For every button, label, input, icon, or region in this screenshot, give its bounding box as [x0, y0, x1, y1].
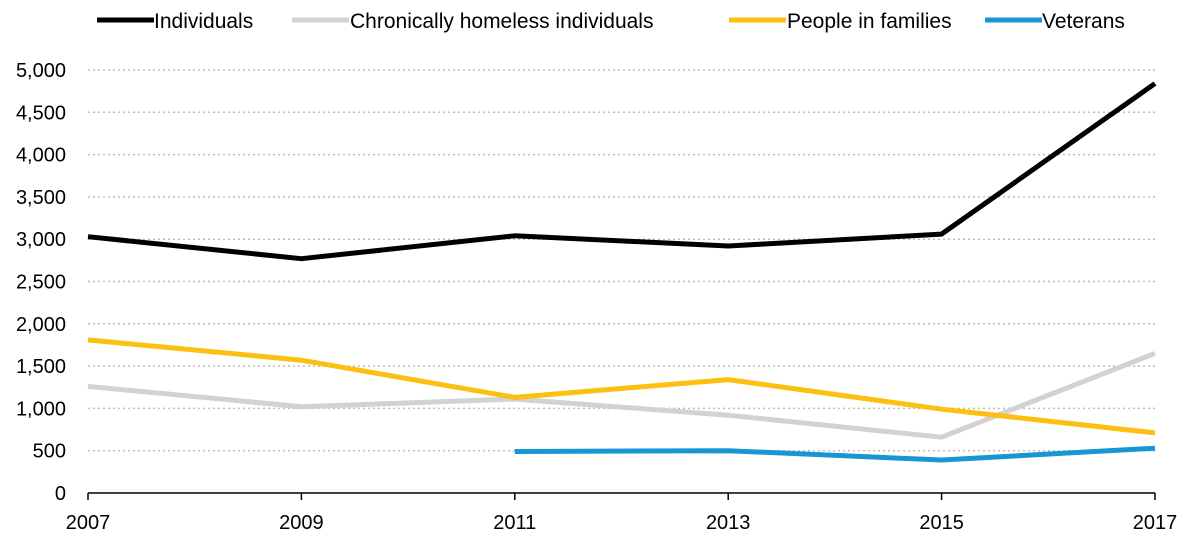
y-tick-label: 2,500	[16, 272, 66, 294]
y-tick-label: 3,500	[16, 187, 66, 209]
y-tick-label: 0	[55, 483, 66, 505]
legend-label: Chronically homeless individuals	[350, 10, 653, 33]
legend-label: Individuals	[154, 10, 253, 33]
y-tick-label: 4,500	[16, 102, 66, 124]
series-line-individuals	[87, 81, 1157, 262]
x-axis: 2007 2009 2011 2013 2015 2017	[66, 492, 1178, 534]
series-line-chronically-homeless-individuals	[87, 351, 1156, 440]
legend-item-people-in-families: People in families	[729, 10, 952, 33]
x-tick-label: 2009	[279, 512, 324, 534]
chart-grid	[88, 69, 1155, 452]
y-axis: 0 500 1,000 1,500 2,000 2,500 3,000 3,500 4,000 4…	[16, 60, 66, 505]
y-tick-label: 3,000	[16, 229, 66, 251]
y-tick-label: 4,000	[16, 145, 66, 167]
legend-item-individuals: Individuals	[97, 10, 253, 33]
legend-item-veterans: Veterans	[985, 10, 1125, 33]
y-tick-label: 1,000	[16, 398, 66, 420]
series-line-veterans	[514, 445, 1156, 463]
y-tick-label: 5,000	[16, 60, 66, 82]
y-tick-label: 1,500	[16, 356, 66, 378]
x-tick-label: 2013	[706, 512, 751, 534]
y-tick-label: 2,000	[16, 314, 66, 336]
legend-label: Veterans	[1042, 10, 1125, 33]
y-tick-label: 500	[33, 441, 66, 463]
legend-label: People in families	[787, 10, 952, 33]
legend-item-chronically-homeless-individuals: Chronically homeless individuals	[292, 10, 653, 33]
x-tick-label: 2017	[1133, 512, 1178, 534]
chart-series	[87, 81, 1157, 463]
series-line-people-in-families	[87, 337, 1156, 436]
x-tick-label: 2007	[66, 512, 111, 534]
chart-legend: Individuals Chronically homeless individu…	[97, 10, 1125, 33]
x-tick-label: 2011	[493, 512, 536, 534]
x-tick-label: 2015	[919, 512, 964, 534]
